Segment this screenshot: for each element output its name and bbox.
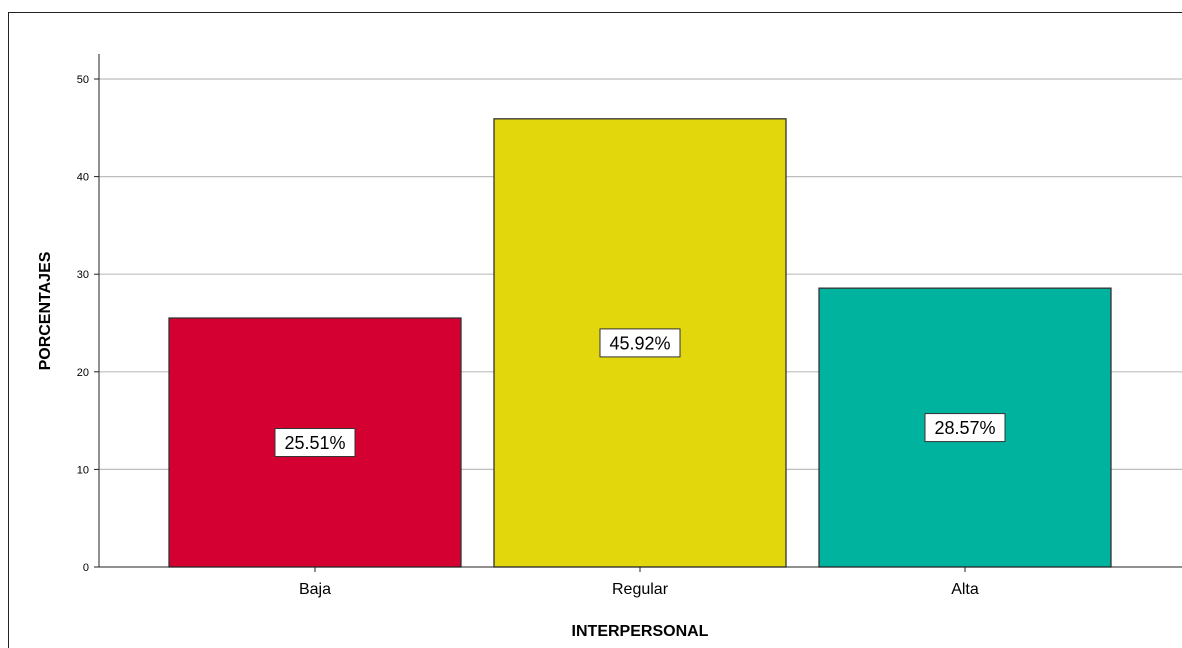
data-label-box xyxy=(274,428,356,458)
y-tick-label: 0 xyxy=(83,562,89,574)
data-label-box xyxy=(924,413,1006,443)
y-tick-label: 50 xyxy=(77,74,89,86)
y-tick-label: 10 xyxy=(77,464,89,476)
y-axis-title: PORCENTAJES xyxy=(37,251,54,370)
data-label-text: 28.57% xyxy=(934,418,995,438)
data-labels: 25.51% 45.92% 28.57% xyxy=(274,328,1006,458)
bars xyxy=(168,118,1112,568)
x-tick-label-baja: Baja xyxy=(299,581,331,598)
data-label-alta: 28.57% xyxy=(924,413,1006,443)
y-ticks: 0 10 20 30 40 50 xyxy=(77,74,99,574)
x-tick-label-regular: Regular xyxy=(612,581,669,598)
x-axis-title: INTERPERSONAL xyxy=(572,623,709,640)
data-label-regular: 45.92% xyxy=(599,328,681,358)
y-tick-label: 20 xyxy=(77,367,89,379)
data-label-text: 45.92% xyxy=(609,333,670,353)
data-label-box xyxy=(599,328,681,358)
data-label-baja: 25.51% xyxy=(274,428,356,458)
x-tick-label-alta: Alta xyxy=(951,581,979,598)
x-ticks: Baja Regular Alta xyxy=(299,567,979,598)
data-label-text: 25.51% xyxy=(284,433,345,453)
y-tick-label: 40 xyxy=(77,172,89,184)
chart-frame xyxy=(8,12,1182,648)
y-tick-label: 30 xyxy=(77,269,89,281)
